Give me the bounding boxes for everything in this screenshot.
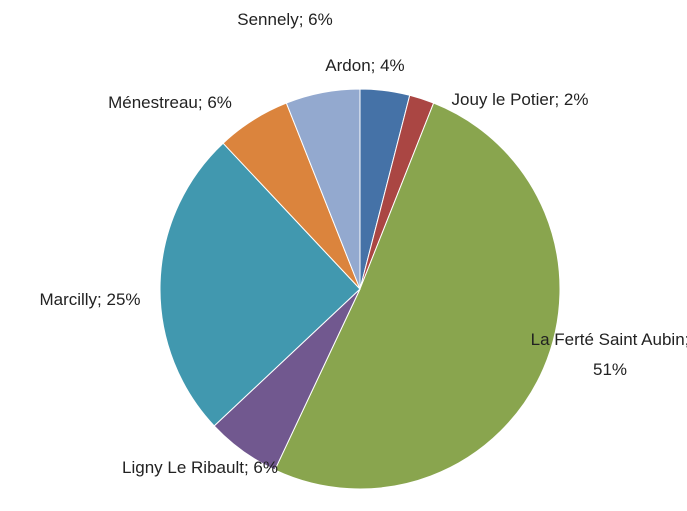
pie-slice: [274, 102, 561, 490]
data-label: Sennely; 6%: [237, 10, 333, 29]
data-label: Ligny Le Ribault; 6%: [122, 458, 278, 477]
data-label: Ardon; 4%: [325, 56, 405, 75]
data-label: Marcilly; 25%: [39, 290, 141, 309]
pie-slice: [159, 142, 361, 427]
data-label: Jouy le Potier; 2%: [451, 90, 589, 109]
data-label: La Ferté Saint Aubin; 51%: [530, 330, 687, 379]
data-label: Ménestreau; 6%: [108, 93, 232, 112]
pie-slice: [285, 88, 361, 290]
